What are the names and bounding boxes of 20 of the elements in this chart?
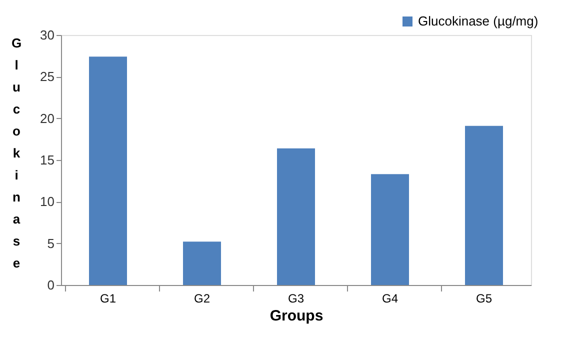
bar [183,242,221,285]
legend-label: Glucokinase (µg/mg) [418,14,538,28]
bar [89,56,127,285]
y-tick-label: 20 [40,110,54,126]
y-tick-label: 5 [47,236,54,251]
y-tick-label: 15 [40,152,54,168]
y-tick-label: 25 [40,69,54,84]
y-tick-label: 30 [40,28,54,42]
bar [277,148,315,285]
bar [465,126,503,285]
y-tick-label: 10 [40,194,54,210]
x-tick-label: G1 [100,292,116,306]
x-tick-label: G2 [194,292,210,306]
x-tick-label: G4 [382,292,398,306]
x-tick-label: G3 [288,292,304,306]
text: Glucokinase [11,36,22,270]
x-axis-title: Groups [270,308,324,324]
bar [371,174,409,285]
y-tick-label: 0 [47,278,54,292]
x-tick-label: G5 [476,292,492,306]
